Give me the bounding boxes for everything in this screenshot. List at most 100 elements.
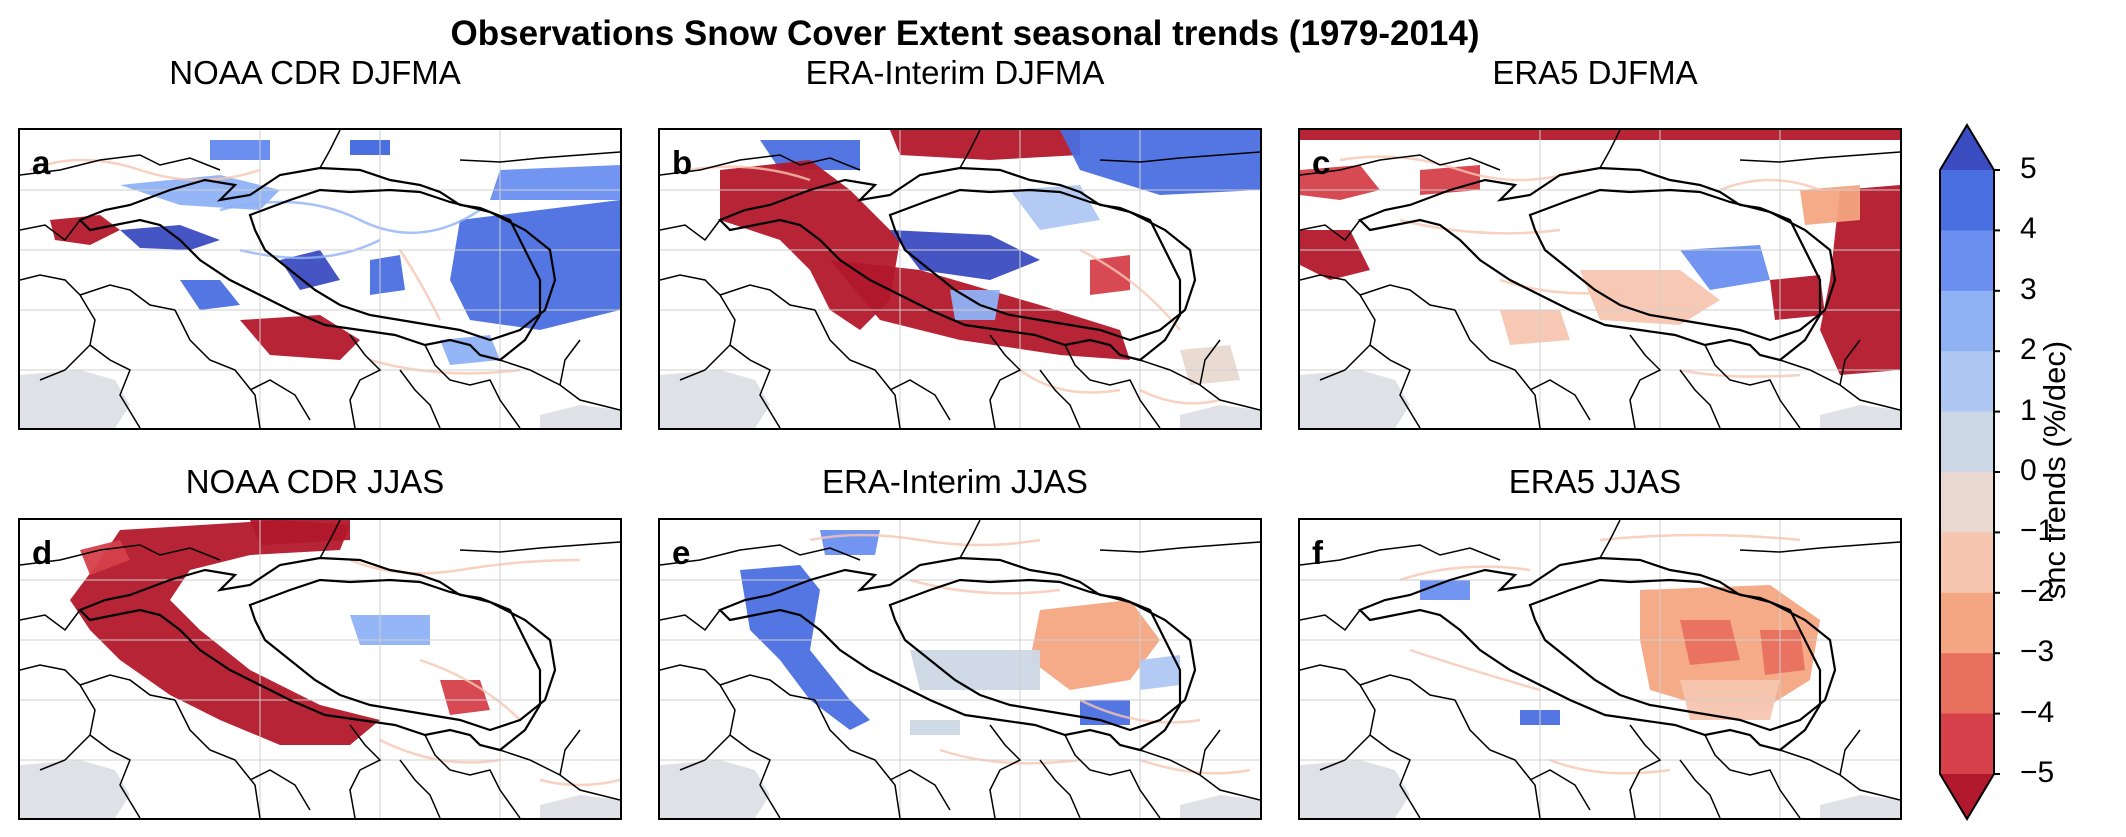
country-border xyxy=(719,284,816,311)
trend-field xyxy=(1300,130,1900,140)
contour-line xyxy=(909,578,1061,595)
country-border xyxy=(1319,344,1371,381)
country-border xyxy=(959,130,981,169)
contour-line xyxy=(1409,648,1541,692)
contour-line xyxy=(939,748,1081,765)
country-border xyxy=(20,274,141,428)
panel-letter-f: f xyxy=(1312,534,1323,571)
country-border xyxy=(660,664,781,818)
country-border xyxy=(499,749,620,801)
country-border xyxy=(20,544,221,566)
tibetan-plateau-outline xyxy=(1528,578,1837,732)
country-border xyxy=(1839,729,1861,776)
contour-line xyxy=(809,533,1041,547)
panel-letter-e: e xyxy=(672,534,691,571)
contour-line xyxy=(1339,155,1581,182)
country-border xyxy=(660,274,781,428)
trend-field xyxy=(120,225,220,250)
contour-line xyxy=(1599,533,1801,542)
ocean-area xyxy=(1180,405,1260,428)
trend-field xyxy=(50,215,120,245)
country-border xyxy=(1779,749,1900,801)
ocean-area xyxy=(660,760,770,818)
country-border xyxy=(1779,359,1900,411)
country-border xyxy=(249,769,311,811)
country-border xyxy=(424,734,521,818)
panel-d-title: NOAA CDR JJAS xyxy=(185,463,445,500)
colorbar-tick-label: −5 xyxy=(2020,756,2055,789)
map-c xyxy=(1300,130,1900,428)
contour-line xyxy=(219,200,481,235)
panel-f-title: ERA5 JJAS xyxy=(1508,463,1682,500)
map-panel-a: a xyxy=(18,128,622,430)
tibetan-plateau-outline xyxy=(888,578,1197,732)
contour-line xyxy=(689,165,811,182)
trend-field xyxy=(760,140,860,170)
country-border xyxy=(814,699,901,818)
panel-letter-c: c xyxy=(1312,144,1331,181)
contour-line xyxy=(1019,368,1121,394)
country-border xyxy=(1300,609,1361,632)
country-border xyxy=(1319,734,1371,771)
colorbar-tick-label: 5 xyxy=(2020,152,2037,185)
region-outline xyxy=(718,556,1182,752)
trend-field xyxy=(1580,270,1720,325)
trend-field xyxy=(1090,255,1130,295)
country-border xyxy=(1359,674,1456,701)
trend-field xyxy=(440,335,500,365)
colorbar-tick-label: 3 xyxy=(2020,272,2037,306)
trend-field xyxy=(120,175,280,210)
map-panel-f: f xyxy=(1298,518,1902,820)
trend-field xyxy=(1010,185,1100,230)
colorbar-bin xyxy=(1940,532,1994,594)
colorbar-extend-top xyxy=(1940,125,1994,170)
colorbar xyxy=(1939,123,2000,821)
trend-field xyxy=(1820,185,1900,375)
colorbar-bin xyxy=(1940,351,1994,413)
country-border xyxy=(889,379,951,421)
map-panel-c: c xyxy=(1298,128,1902,430)
country-border xyxy=(1599,130,1621,169)
country-border xyxy=(679,344,731,381)
country-border xyxy=(39,734,91,771)
country-border xyxy=(1454,309,1541,428)
colorbar-tick-label: −1 xyxy=(2020,514,2055,548)
country-border xyxy=(1199,729,1221,776)
trend-field xyxy=(490,165,620,200)
country-border xyxy=(20,664,141,818)
country-border xyxy=(814,309,901,428)
panel-letter-b: b xyxy=(672,144,693,181)
country-border xyxy=(559,339,581,386)
trend-field xyxy=(1760,630,1805,675)
contour-line xyxy=(1139,388,1221,405)
contour-line xyxy=(349,558,581,575)
trend-field xyxy=(350,140,390,155)
country-border xyxy=(1359,284,1456,311)
country-border xyxy=(319,520,341,559)
ocean-area xyxy=(540,795,620,818)
tibetan-plateau-outline xyxy=(888,188,1197,342)
country-border xyxy=(1300,274,1421,428)
country-border xyxy=(499,359,620,411)
trend-field xyxy=(1800,185,1860,225)
trend-field xyxy=(210,140,270,160)
contour-line xyxy=(369,358,521,375)
country-border xyxy=(39,344,91,381)
country-border xyxy=(1300,154,1501,176)
contour-line xyxy=(1549,758,1671,775)
country-border xyxy=(20,154,221,176)
country-border xyxy=(989,724,1022,818)
trend-field xyxy=(1680,620,1740,665)
ocean-area xyxy=(540,405,620,428)
trend-field xyxy=(1140,655,1180,690)
country-border xyxy=(1739,151,1900,163)
trend-field xyxy=(180,280,240,310)
colorbar-bin xyxy=(1940,713,1994,775)
country-border xyxy=(660,609,721,632)
colorbar-label: snc trends (%/dec) xyxy=(2037,340,2072,600)
colorbar-bin xyxy=(1940,170,1994,231)
trend-field xyxy=(1680,245,1770,290)
colorbar-bin xyxy=(1940,592,1994,654)
country-border xyxy=(989,334,1022,428)
country-border xyxy=(424,344,521,428)
